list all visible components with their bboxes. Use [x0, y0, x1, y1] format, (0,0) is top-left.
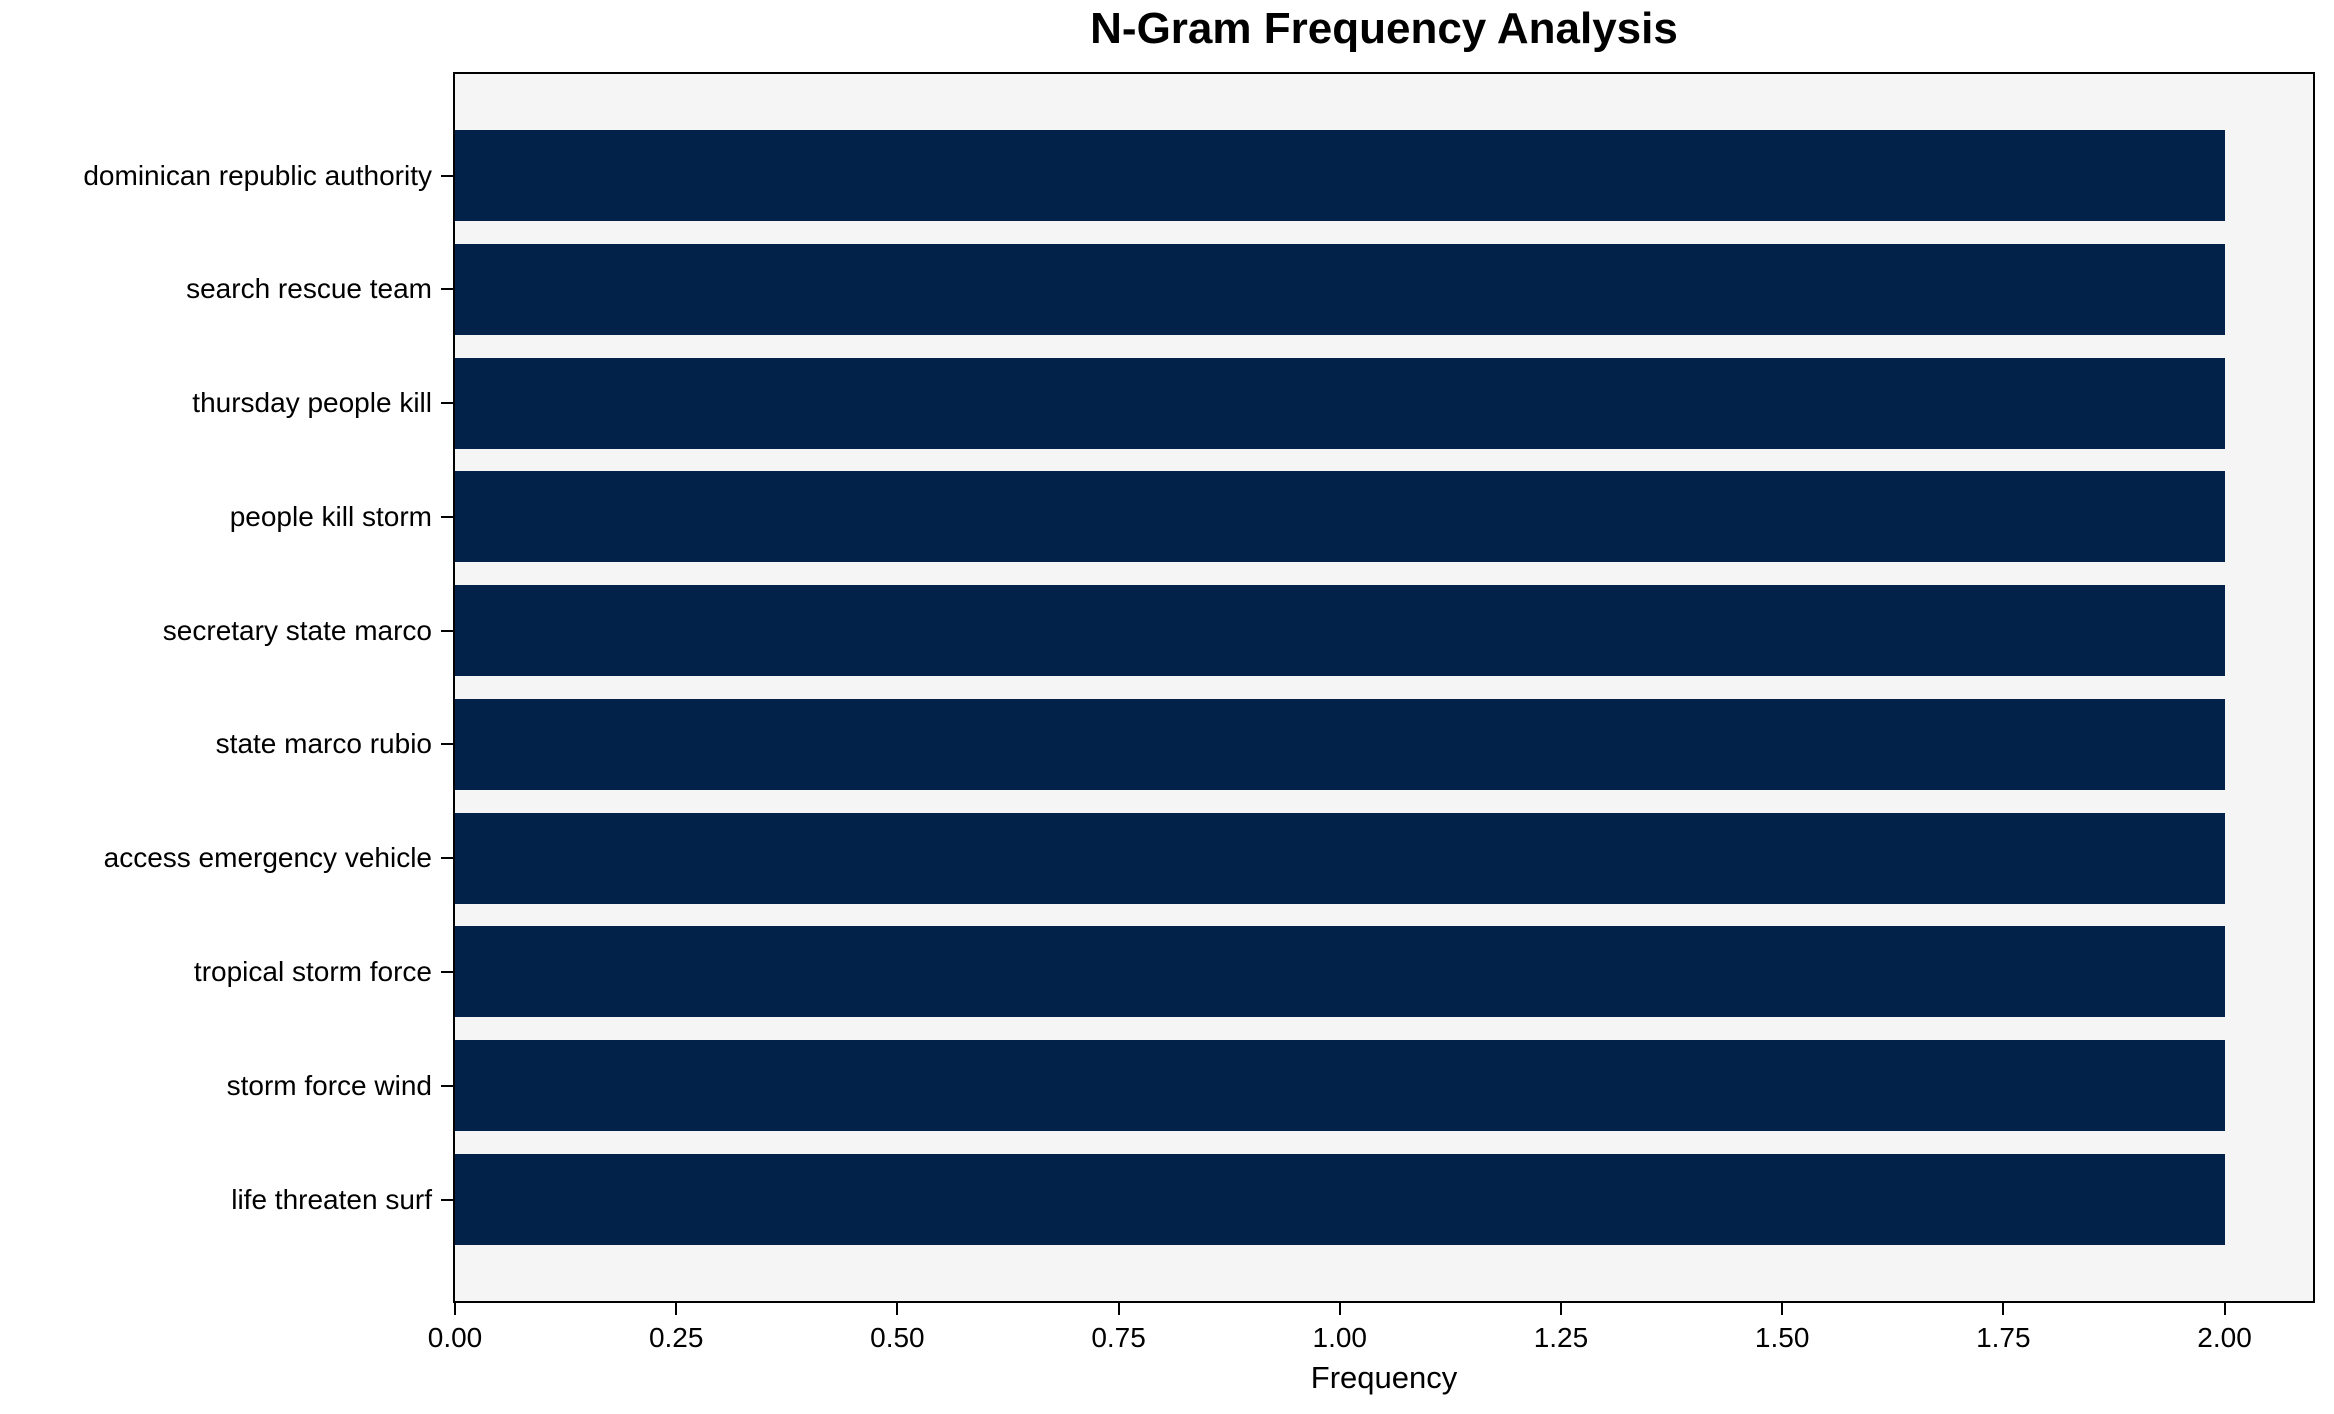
bar: [455, 926, 2225, 1018]
bar: [455, 243, 2225, 335]
y-axis-label: storm force wind: [226, 1069, 432, 1101]
x-tick-label: 1.50: [1754, 1322, 1810, 1353]
y-tick: [441, 515, 453, 518]
x-tick-label: 2.00: [2197, 1322, 2252, 1353]
x-tick-label: 0.25: [648, 1322, 704, 1353]
bar: [455, 812, 2225, 904]
x-tick-label: 1.25: [1533, 1322, 1589, 1353]
y-axis-label: people kill storm: [229, 500, 432, 532]
x-tick: [454, 1303, 456, 1315]
x-tick-label: 1.00: [1312, 1322, 1368, 1353]
bar: [455, 130, 2225, 221]
bar: [455, 1154, 2225, 1245]
x-tick: [2223, 1303, 2226, 1315]
x-tick-label: 0.50: [870, 1322, 925, 1353]
y-tick: [441, 743, 453, 746]
y-axis-label: access emergency vehicle: [103, 842, 432, 874]
y-axis-label: dominican republic authority: [83, 159, 432, 191]
x-tick: [1781, 1303, 1784, 1315]
bar: [455, 1040, 2225, 1132]
y-tick: [441, 857, 453, 860]
bar: [455, 471, 2225, 563]
bar: [455, 585, 2225, 677]
x-tick-label: 0.00: [427, 1322, 483, 1353]
y-tick: [441, 174, 453, 177]
x-tick: [896, 1303, 899, 1315]
x-tick: [1338, 1303, 1341, 1315]
y-axis-label: tropical storm force: [193, 955, 432, 987]
plot-area: [453, 72, 2315, 1303]
bar: [455, 698, 2225, 790]
y-axis-label: life threaten surf: [231, 1183, 432, 1215]
y-axis-label: secretary state marco: [162, 614, 432, 646]
x-tick: [1559, 1303, 1562, 1315]
x-tick: [1117, 1303, 1120, 1315]
x-tick: [675, 1303, 678, 1315]
y-tick: [441, 970, 453, 973]
y-tick: [441, 402, 453, 405]
chart-title: N-Gram Frequency Analysis: [1090, 4, 1678, 53]
y-axis-label: search rescue team: [186, 273, 432, 305]
x-tick-label: 0.75: [1091, 1322, 1146, 1353]
bar: [455, 357, 2225, 449]
x-tick: [2002, 1303, 2005, 1315]
y-tick: [441, 1084, 453, 1087]
y-axis-label: state marco rubio: [215, 728, 432, 760]
y-axis-label: thursday people kill: [192, 387, 432, 419]
y-tick: [441, 1198, 453, 1201]
x-axis-label: Frequency: [1310, 1360, 1458, 1395]
x-tick-label: 1.75: [1976, 1322, 2031, 1353]
y-tick: [441, 629, 453, 632]
y-tick: [441, 288, 453, 291]
